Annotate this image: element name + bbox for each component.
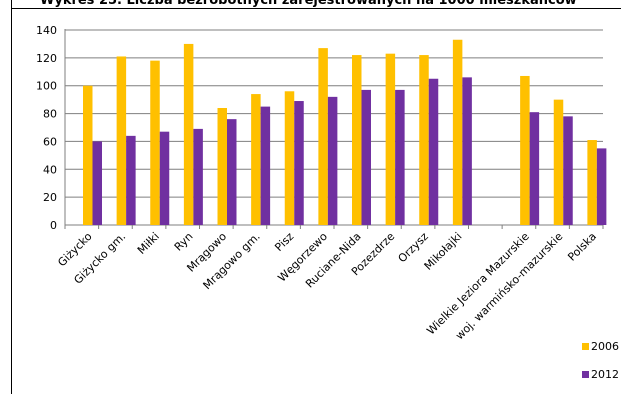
bar-2012: [159, 131, 170, 225]
bar-2006: [150, 60, 160, 226]
chart-frame-left: [11, 0, 12, 394]
bar-2006: [318, 48, 328, 225]
bar-2006: [385, 53, 396, 225]
bar-2006: [419, 55, 429, 226]
bar-2012: [395, 89, 405, 226]
bar-2012: [227, 119, 237, 225]
bar-2006: [452, 39, 463, 225]
bar-2012: [529, 112, 540, 225]
bar-2012: [126, 135, 136, 225]
bar-2012: [92, 141, 102, 225]
y-tick-label: 20: [43, 191, 57, 204]
bar-2006: [217, 108, 227, 225]
y-tick-label: 100: [36, 80, 57, 93]
bar-2006: [284, 91, 295, 226]
category-label: Pisz: [272, 230, 296, 254]
bar-2006: [83, 85, 93, 225]
bar-2006: [587, 140, 597, 225]
bar-2012: [260, 106, 271, 225]
bar-2006: [116, 56, 127, 225]
chart-frame-top: [11, 8, 621, 9]
category-label: Ryn: [172, 230, 196, 254]
bar-2012: [462, 77, 472, 225]
bar-2012: [361, 89, 371, 226]
bar-2006: [352, 55, 362, 226]
legend-swatch-2006: [582, 343, 589, 350]
bar-2012: [193, 128, 203, 225]
bar-2006: [520, 75, 530, 225]
category-label: Polska: [565, 230, 599, 264]
y-tick-label: 80: [43, 108, 57, 121]
y-tick-label: 60: [43, 135, 57, 148]
bar-2012: [596, 148, 607, 225]
category-label: Miłki: [135, 230, 162, 257]
bar-2006: [183, 43, 194, 225]
bar-2006: [553, 99, 564, 225]
y-tick-label: 0: [50, 219, 57, 232]
y-tick-label: 140: [36, 24, 57, 37]
y-tick-label: 40: [43, 163, 57, 176]
bar-2012: [294, 101, 304, 225]
bar-2012: [428, 78, 439, 225]
legend-swatch-2012: [582, 371, 589, 378]
y-tick-label: 120: [36, 52, 57, 65]
legend-label-2012: 2012: [591, 368, 619, 381]
bar-2006: [251, 94, 261, 225]
bar-2012: [563, 116, 573, 225]
bar-2012: [327, 96, 338, 225]
legend-label-2006: 2006: [591, 340, 619, 353]
chart-title: Wykres 25. Liczba bezrobotnych zarejestr…: [40, 0, 577, 8]
